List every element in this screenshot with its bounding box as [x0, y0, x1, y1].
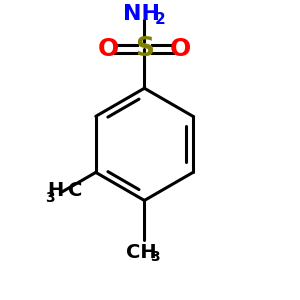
Text: S: S [135, 36, 154, 62]
Text: CH: CH [126, 242, 157, 262]
Text: 2: 2 [154, 12, 165, 27]
Text: NH: NH [123, 4, 160, 24]
Text: H: H [47, 181, 63, 200]
Text: O: O [170, 37, 191, 61]
Text: 3: 3 [150, 250, 160, 263]
Text: O: O [97, 37, 118, 61]
Text: 3: 3 [45, 191, 55, 206]
Text: C: C [68, 181, 82, 200]
